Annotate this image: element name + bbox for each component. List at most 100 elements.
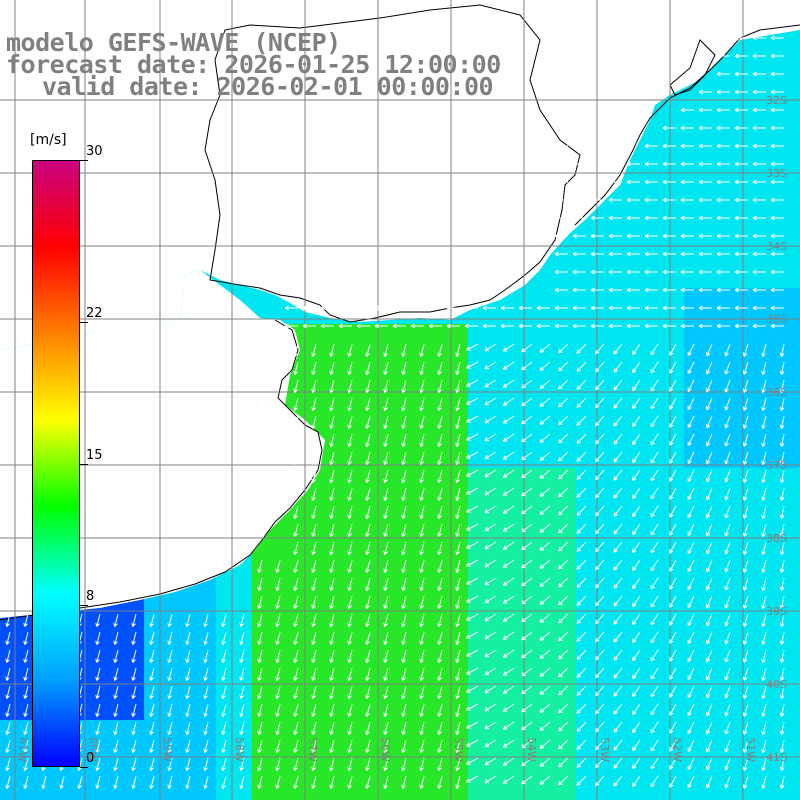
wind-arrow: [484, 739, 497, 748]
wind-arrow: [275, 667, 281, 681]
wind-speed-cell: [0, 792, 36, 800]
wind-arrow: [95, 739, 101, 753]
wind-speed-cell: [288, 792, 324, 800]
wind-arrow: [329, 361, 335, 375]
wind-arrow: [365, 451, 371, 465]
wind-arrow: [594, 757, 605, 769]
wind-arrow: [698, 305, 712, 311]
wind-arrow: [383, 721, 389, 735]
wind-arrow: [724, 631, 731, 645]
wind-arrow: [329, 703, 335, 717]
wind-speed-cell: [792, 576, 800, 612]
wind-arrow: [275, 775, 281, 789]
wind-arrow: [365, 757, 371, 771]
wind-speed-cell: [504, 684, 540, 720]
wind-arrow: [455, 541, 461, 555]
wind-arrow: [680, 323, 694, 329]
wind-arrow: [632, 523, 641, 536]
wind-speed-cell: [648, 432, 684, 468]
wind-arrow: [23, 613, 29, 627]
wind-arrow: [650, 379, 659, 392]
wind-arrow: [761, 721, 767, 735]
wind-arrow: [779, 523, 785, 538]
wind-arrow: [594, 685, 605, 697]
wind-arrow: [698, 287, 712, 293]
wind-arrow: [502, 559, 515, 568]
wind-arrow: [705, 451, 713, 465]
wind-arrow: [572, 143, 586, 149]
wind-arrow: [613, 379, 623, 391]
wind-speed-cell: [504, 720, 540, 756]
wind-arrow: [576, 523, 587, 534]
wind-arrow: [705, 739, 713, 753]
wind-arrow: [761, 415, 767, 429]
wind-arrow: [401, 361, 407, 375]
wind-arrow: [613, 739, 623, 751]
wind-arrow: [554, 179, 568, 185]
wind-arrow: [632, 595, 641, 608]
wind-arrow: [502, 775, 515, 784]
longitude-label: 59W: [161, 737, 174, 762]
wind-arrow: [644, 323, 658, 329]
wind-arrow: [572, 125, 586, 131]
wind-speed-cell: [612, 612, 648, 648]
wind-speed-cell: [648, 684, 684, 720]
wind-arrow: [590, 287, 604, 293]
wind-arrow: [185, 649, 191, 663]
wind-arrow: [167, 667, 173, 681]
wind-arrow: [608, 287, 622, 293]
wind-speed-cell: [252, 576, 288, 612]
wind-arrow: [374, 323, 388, 329]
wind-arrow: [521, 631, 533, 641]
wind-speed-cell: [288, 612, 324, 648]
wind-arrow: [594, 415, 605, 427]
wind-arrow: [558, 343, 569, 354]
wind-arrow: [770, 251, 784, 257]
wind-arrow: [149, 757, 155, 771]
wind-arrow: [761, 487, 767, 501]
wind-arrow: [742, 775, 749, 789]
wind-arrow: [705, 541, 713, 555]
wind-arrow: [734, 215, 748, 221]
wind-speed-cell: [612, 360, 648, 396]
wind-arrow: [742, 379, 749, 393]
wind-arrow: [613, 775, 623, 787]
wind-arrow: [594, 397, 605, 409]
wind-arrow: [203, 631, 209, 645]
wind-arrow: [383, 559, 389, 573]
wind-arrow: [752, 323, 766, 329]
wind-arrow: [554, 53, 568, 59]
wind-arrow: [576, 343, 587, 354]
wind-arrow: [95, 613, 101, 627]
wind-speed-cell: [504, 432, 540, 468]
wind-arrow: [113, 685, 119, 699]
wind-arrow: [23, 739, 29, 753]
wind-arrow: [484, 451, 497, 460]
wind-speed-cell: [792, 360, 800, 396]
wind-arrow: [770, 35, 784, 41]
wind-arrow: [239, 631, 245, 645]
wind-arrow: [419, 505, 425, 519]
wind-arrow: [455, 505, 461, 519]
wind-speed-cell: [432, 792, 468, 800]
wind-arrow: [716, 233, 730, 239]
wind-arrow: [419, 595, 425, 609]
wind-speed-cell: [432, 468, 468, 504]
wind-arrow: [650, 559, 659, 572]
wind-arrow: [257, 559, 263, 573]
wind-arrow: [632, 397, 641, 410]
wind-arrow: [466, 577, 479, 585]
wind-arrow: [239, 703, 245, 717]
wind-arrow: [594, 775, 605, 787]
title-forecast-date: forecast date: 2026-01-25 12:00:00: [6, 50, 501, 79]
wind-arrow: [484, 721, 497, 730]
wind-arrow: [613, 685, 623, 697]
colorbar-tick-mark: [80, 160, 88, 161]
wind-arrow: [576, 703, 587, 714]
wind-arrow: [329, 559, 335, 573]
wind-arrow: [734, 35, 748, 41]
wind-arrow: [554, 197, 568, 203]
wind-arrow: [466, 739, 479, 747]
wind-speed-cell: [108, 792, 144, 800]
wind-arrow: [113, 721, 119, 735]
